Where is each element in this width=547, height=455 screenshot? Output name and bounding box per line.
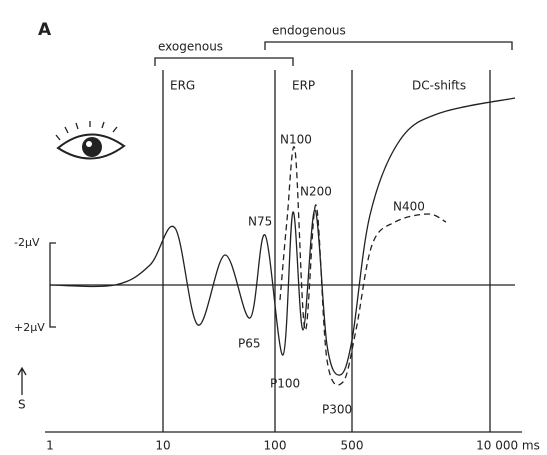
region-label: ERP (292, 79, 315, 93)
erp-waveform-dashed (279, 146, 447, 386)
bracket-label: endogenous (272, 24, 346, 38)
erp-waveform (49, 97, 516, 376)
dividers (162, 70, 491, 432)
scale-label: -2µV (14, 236, 40, 249)
axis-label: 100 (264, 439, 287, 453)
peak-label: N100 (280, 133, 312, 147)
axis-label: 10 (155, 439, 170, 453)
exogenous-bracket (154, 57, 294, 66)
endogenous-bracket (264, 41, 513, 50)
stimulus-arrow (17, 366, 27, 395)
axis-label: 10 000 ms (476, 439, 540, 453)
axis-label: 500 (341, 439, 364, 453)
bracket-label: exogenous (158, 40, 223, 54)
peak-label: P300 (322, 403, 352, 417)
region-label: DC-shifts (412, 79, 466, 93)
region-label: ERG (170, 79, 195, 93)
panel-label: A (38, 20, 52, 40)
scale-label: +2µV (14, 321, 45, 334)
axis-label: 1 (46, 439, 54, 453)
peak-label: P65 (238, 337, 261, 351)
peak-label: P100 (270, 377, 300, 391)
stimulus-label: S (18, 398, 26, 412)
eye-icon (55, 121, 126, 160)
peak-label: N75 (248, 215, 272, 229)
peak-label: N400 (393, 200, 425, 214)
peak-label: N200 (300, 185, 332, 199)
